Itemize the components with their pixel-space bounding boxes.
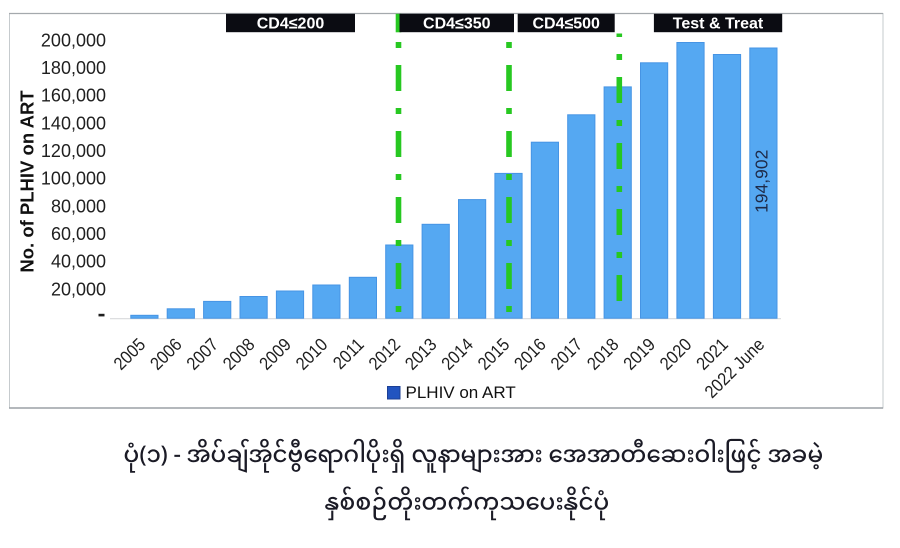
svg-text:100,000: 100,000 <box>41 169 106 189</box>
svg-text:CD4≤200: CD4≤200 <box>257 16 325 33</box>
svg-text:120,000: 120,000 <box>41 141 106 161</box>
svg-text:200,000: 200,000 <box>41 30 106 50</box>
svg-text:Test & Treat: Test & Treat <box>673 16 764 33</box>
svg-text:40,000: 40,000 <box>51 252 106 272</box>
svg-text:180,000: 180,000 <box>41 58 106 78</box>
svg-text:CD4≤350: CD4≤350 <box>423 16 491 33</box>
svg-text:PLHIV on ART: PLHIV on ART <box>406 383 516 402</box>
svg-text:194,902: 194,902 <box>751 150 771 213</box>
svg-text:CD4≤500: CD4≤500 <box>532 16 600 33</box>
svg-text:140,000: 140,000 <box>41 113 106 133</box>
svg-text:60,000: 60,000 <box>51 224 106 244</box>
svg-text:80,000: 80,000 <box>51 196 106 216</box>
svg-text:No. of PLHIV on ART: No. of PLHIV on ART <box>17 90 38 273</box>
svg-text:160,000: 160,000 <box>41 86 106 106</box>
svg-text:20,000: 20,000 <box>51 279 106 299</box>
